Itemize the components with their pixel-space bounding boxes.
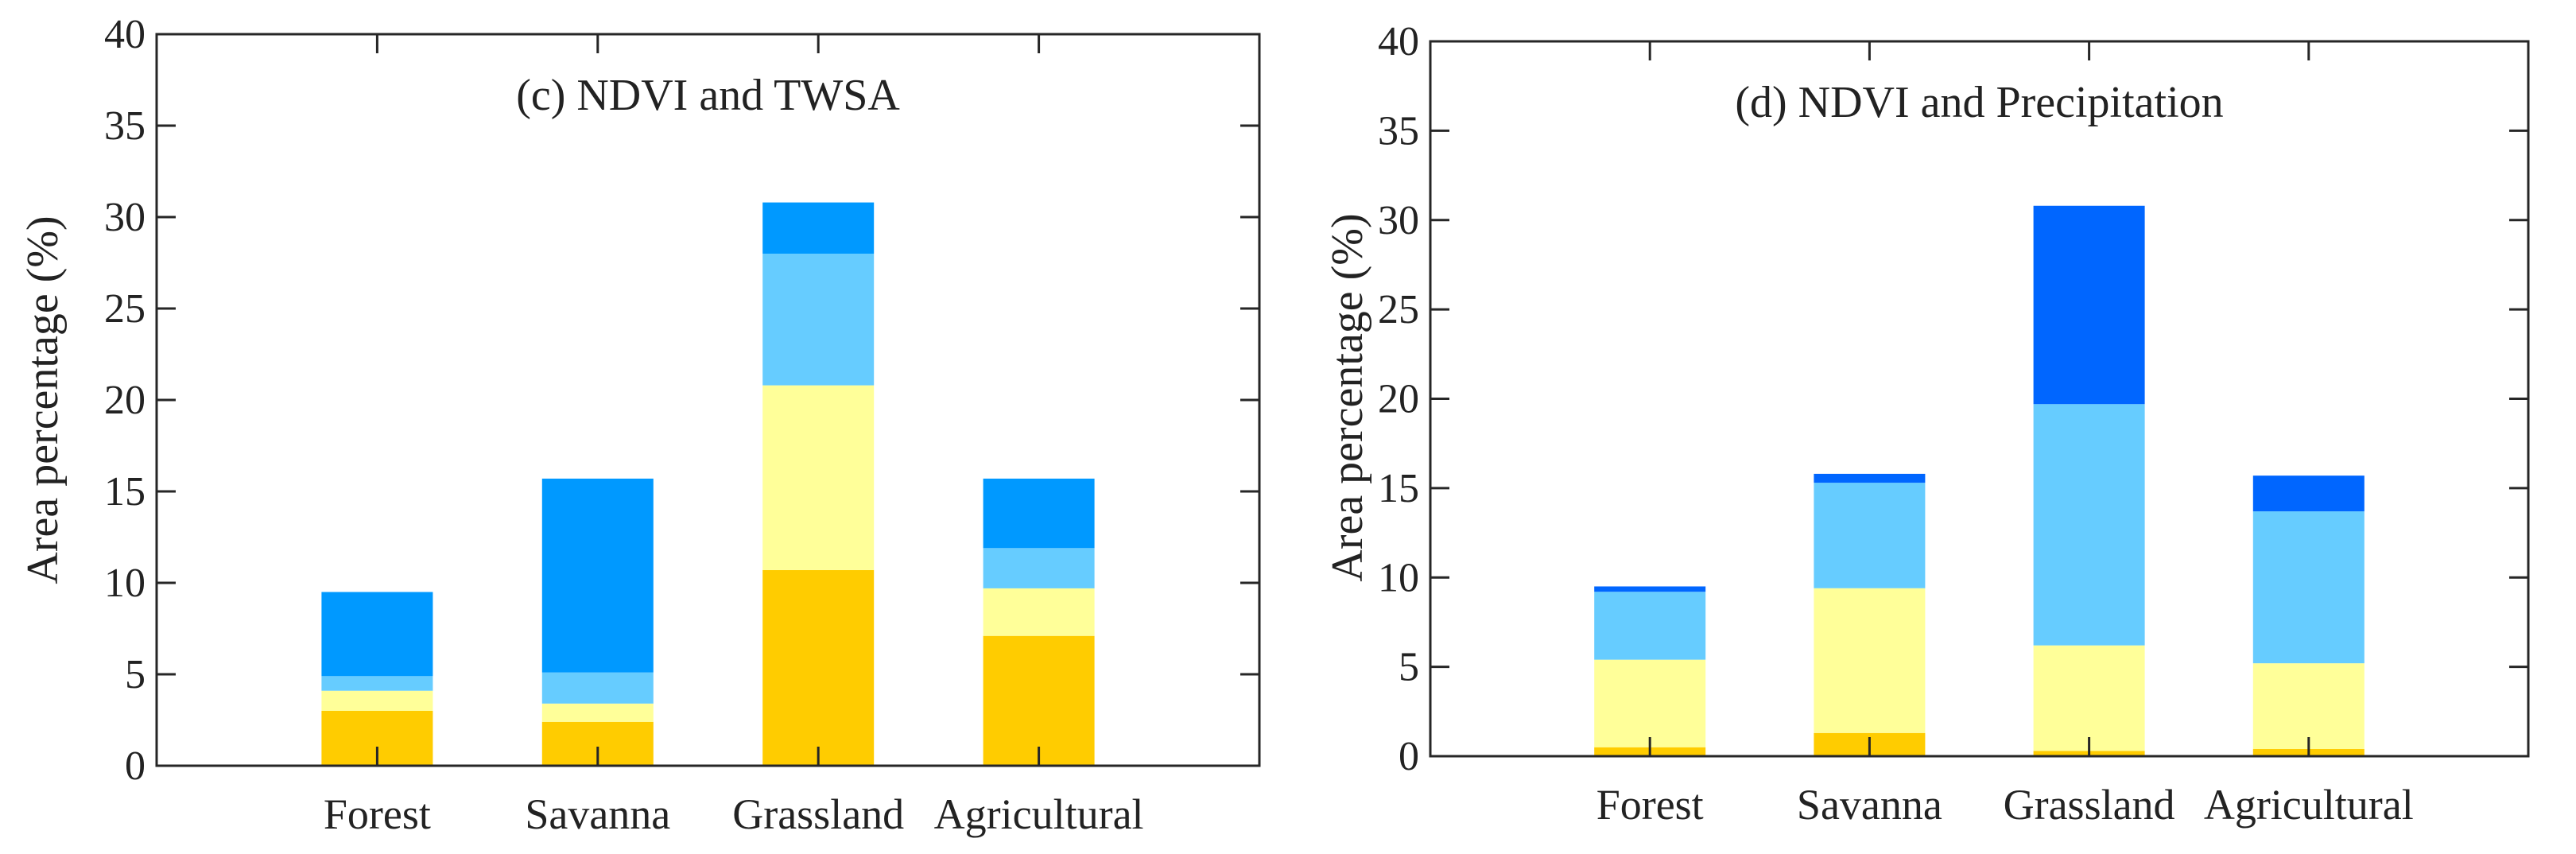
bar-agricultural-segment-4 [2252,476,2365,512]
bar-grassland-segment-4 [2033,205,2145,405]
bar-agricultural-segment-4 [983,478,1095,549]
bar-forest-segment-3 [321,676,433,691]
chart-title: (d) NDVI and Precipitation [1735,78,2223,127]
bar-savanna-segment-3 [1814,483,1926,588]
bar-grassland-segment-4 [762,202,875,254]
bar-savanna-segment-3 [541,672,654,704]
bar-grassland-segment-2 [762,385,875,570]
x-tick-label-grassland: Grassland [2004,781,2175,829]
y-axis-label: Area percentage (%) [1323,213,1372,581]
y-tick-label: 25 [1378,287,1419,332]
y-axis-label: Area percentage (%) [18,215,68,584]
bar-forest-segment-4 [321,592,433,677]
bar-agricultural-segment-3 [2252,511,2365,664]
y-tick-label: 25 [104,286,145,332]
y-tick-label: 5 [1399,645,1419,690]
bar-grassland-segment-3 [2033,404,2145,646]
x-tick-label-agricultural: Agricultural [2204,781,2414,829]
bar-forest-segment-2 [1594,659,1706,747]
x-tick-label-forest: Forest [1596,781,1704,829]
chart-panel-0: 0 5 10 15 20 25 30 35 40 Forest Savanna Grassland Ag… [18,12,1261,838]
y-tick-label: 20 [1378,377,1419,422]
y-tick-label: 40 [1378,19,1419,64]
bar-savanna-segment-2 [541,703,654,722]
y-tick-label: 15 [104,469,145,514]
bar-savanna-segment-2 [1814,588,1926,733]
bar-agricultural-segment-1 [983,635,1095,766]
bar-grassland-segment-1 [762,569,875,766]
y-tick-label: 30 [104,195,145,240]
bar-forest-segment-4 [1594,586,1706,592]
y-tick-label: 30 [1378,198,1419,243]
x-tick-label-agricultural: Agricultural [934,790,1144,838]
y-tick-label: 40 [104,12,145,57]
bar-savanna-segment-4 [541,478,654,673]
bar-grassland-segment-3 [762,254,875,386]
bar-agricultural-segment-2 [2252,663,2365,750]
bar-savanna-segment-4 [1814,473,1926,483]
x-tick-label-forest: Forest [324,790,431,838]
y-tick-label: 20 [104,378,145,423]
y-tick-label: 35 [1378,108,1419,153]
bar-forest-segment-3 [1594,592,1706,660]
x-tick-label-savanna: Savanna [525,790,670,838]
chart-panel-1: 0 5 10 15 20 25 30 35 40 Forest Savanna Grassland Ag… [1323,19,2530,829]
y-tick-label: 35 [104,103,145,149]
y-tick-label: 10 [104,561,145,606]
bar-agricultural-segment-2 [983,588,1095,636]
y-tick-label: 10 [1378,555,1419,600]
y-tick-label: 0 [125,743,145,789]
x-tick-label-grassland: Grassland [732,790,904,838]
bar-agricultural-segment-3 [983,548,1095,588]
y-tick-label: 5 [125,652,145,697]
y-tick-label: 15 [1378,466,1419,511]
bar-forest-segment-2 [321,690,433,711]
y-tick-label: 0 [1399,734,1419,779]
x-tick-label-savanna: Savanna [1797,781,1942,829]
chart-title: (c) NDVI and TWSA [516,71,900,120]
bar-grassland-segment-2 [2033,645,2145,751]
